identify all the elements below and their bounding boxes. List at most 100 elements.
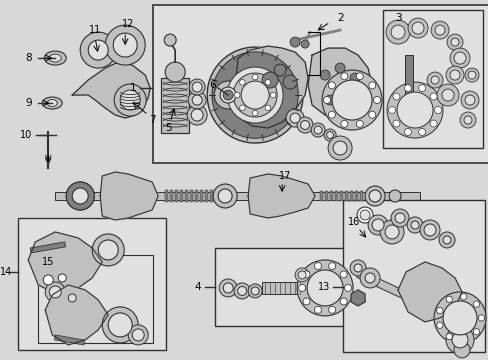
Circle shape	[404, 85, 410, 92]
Circle shape	[445, 326, 473, 354]
Circle shape	[429, 120, 436, 127]
Circle shape	[220, 87, 236, 103]
Circle shape	[310, 123, 325, 137]
Circle shape	[264, 80, 270, 85]
Circle shape	[289, 37, 300, 47]
Circle shape	[453, 52, 465, 64]
Bar	[54, 335, 84, 345]
Bar	[180, 190, 183, 202]
Circle shape	[344, 284, 351, 292]
Circle shape	[464, 68, 478, 82]
Circle shape	[297, 260, 352, 316]
Circle shape	[365, 186, 384, 206]
Circle shape	[241, 81, 268, 109]
Circle shape	[297, 117, 312, 133]
Text: 3: 3	[394, 13, 401, 23]
Circle shape	[314, 306, 321, 313]
Circle shape	[189, 79, 205, 95]
Circle shape	[98, 240, 118, 260]
Bar	[200, 190, 203, 202]
Circle shape	[423, 224, 435, 236]
Circle shape	[320, 70, 329, 80]
Polygon shape	[45, 285, 108, 345]
Circle shape	[300, 121, 309, 130]
Circle shape	[477, 315, 484, 321]
Circle shape	[429, 93, 436, 100]
Circle shape	[438, 232, 454, 248]
Circle shape	[445, 296, 451, 302]
Bar	[215, 248, 352, 326]
Text: 2: 2	[336, 13, 343, 23]
Circle shape	[445, 333, 451, 340]
Circle shape	[43, 275, 53, 285]
Text: 15: 15	[42, 257, 54, 267]
Circle shape	[251, 287, 259, 295]
Circle shape	[340, 298, 346, 305]
Circle shape	[340, 120, 347, 127]
Circle shape	[207, 47, 303, 143]
Circle shape	[368, 111, 375, 118]
Bar	[329, 191, 332, 201]
Text: 17: 17	[278, 171, 291, 181]
Text: 4: 4	[194, 282, 201, 292]
Circle shape	[433, 292, 485, 344]
Polygon shape	[72, 62, 150, 118]
Bar	[205, 190, 208, 202]
Circle shape	[295, 268, 308, 282]
Circle shape	[390, 25, 404, 39]
Circle shape	[192, 82, 202, 92]
Circle shape	[392, 93, 399, 100]
Circle shape	[66, 182, 94, 210]
Circle shape	[214, 81, 242, 109]
Text: 1: 1	[130, 83, 136, 93]
Circle shape	[274, 64, 285, 76]
Text: 9: 9	[25, 98, 32, 108]
Circle shape	[164, 34, 176, 46]
Circle shape	[410, 221, 418, 229]
Text: 13: 13	[317, 282, 329, 292]
Circle shape	[334, 63, 345, 73]
Circle shape	[239, 105, 244, 111]
Circle shape	[45, 282, 65, 302]
Circle shape	[120, 90, 140, 110]
Circle shape	[102, 307, 138, 343]
Circle shape	[326, 131, 333, 139]
Circle shape	[365, 273, 374, 283]
Circle shape	[283, 75, 297, 89]
Circle shape	[411, 22, 423, 34]
Circle shape	[58, 274, 66, 282]
Circle shape	[450, 38, 458, 46]
Circle shape	[219, 279, 237, 297]
Circle shape	[356, 120, 363, 127]
Circle shape	[404, 129, 410, 135]
Circle shape	[289, 113, 300, 123]
Ellipse shape	[44, 51, 66, 65]
Circle shape	[328, 306, 335, 313]
Circle shape	[430, 21, 448, 39]
Circle shape	[445, 66, 463, 84]
Bar	[195, 190, 198, 202]
Circle shape	[367, 215, 387, 235]
Bar	[325, 191, 327, 201]
Circle shape	[328, 262, 335, 270]
Circle shape	[325, 95, 334, 105]
Circle shape	[426, 72, 442, 88]
Circle shape	[436, 84, 458, 106]
Bar	[354, 191, 357, 201]
Bar	[215, 190, 218, 202]
Circle shape	[385, 20, 409, 44]
Circle shape	[407, 18, 427, 38]
Circle shape	[328, 111, 335, 118]
Circle shape	[285, 109, 304, 127]
Circle shape	[373, 96, 380, 104]
Circle shape	[449, 48, 469, 68]
Bar	[190, 190, 193, 202]
Circle shape	[442, 236, 450, 244]
Text: 16: 16	[347, 217, 360, 227]
Circle shape	[303, 271, 309, 278]
Bar	[349, 191, 352, 201]
Circle shape	[218, 189, 232, 203]
Polygon shape	[247, 174, 314, 218]
Circle shape	[446, 34, 462, 50]
Circle shape	[88, 40, 108, 60]
